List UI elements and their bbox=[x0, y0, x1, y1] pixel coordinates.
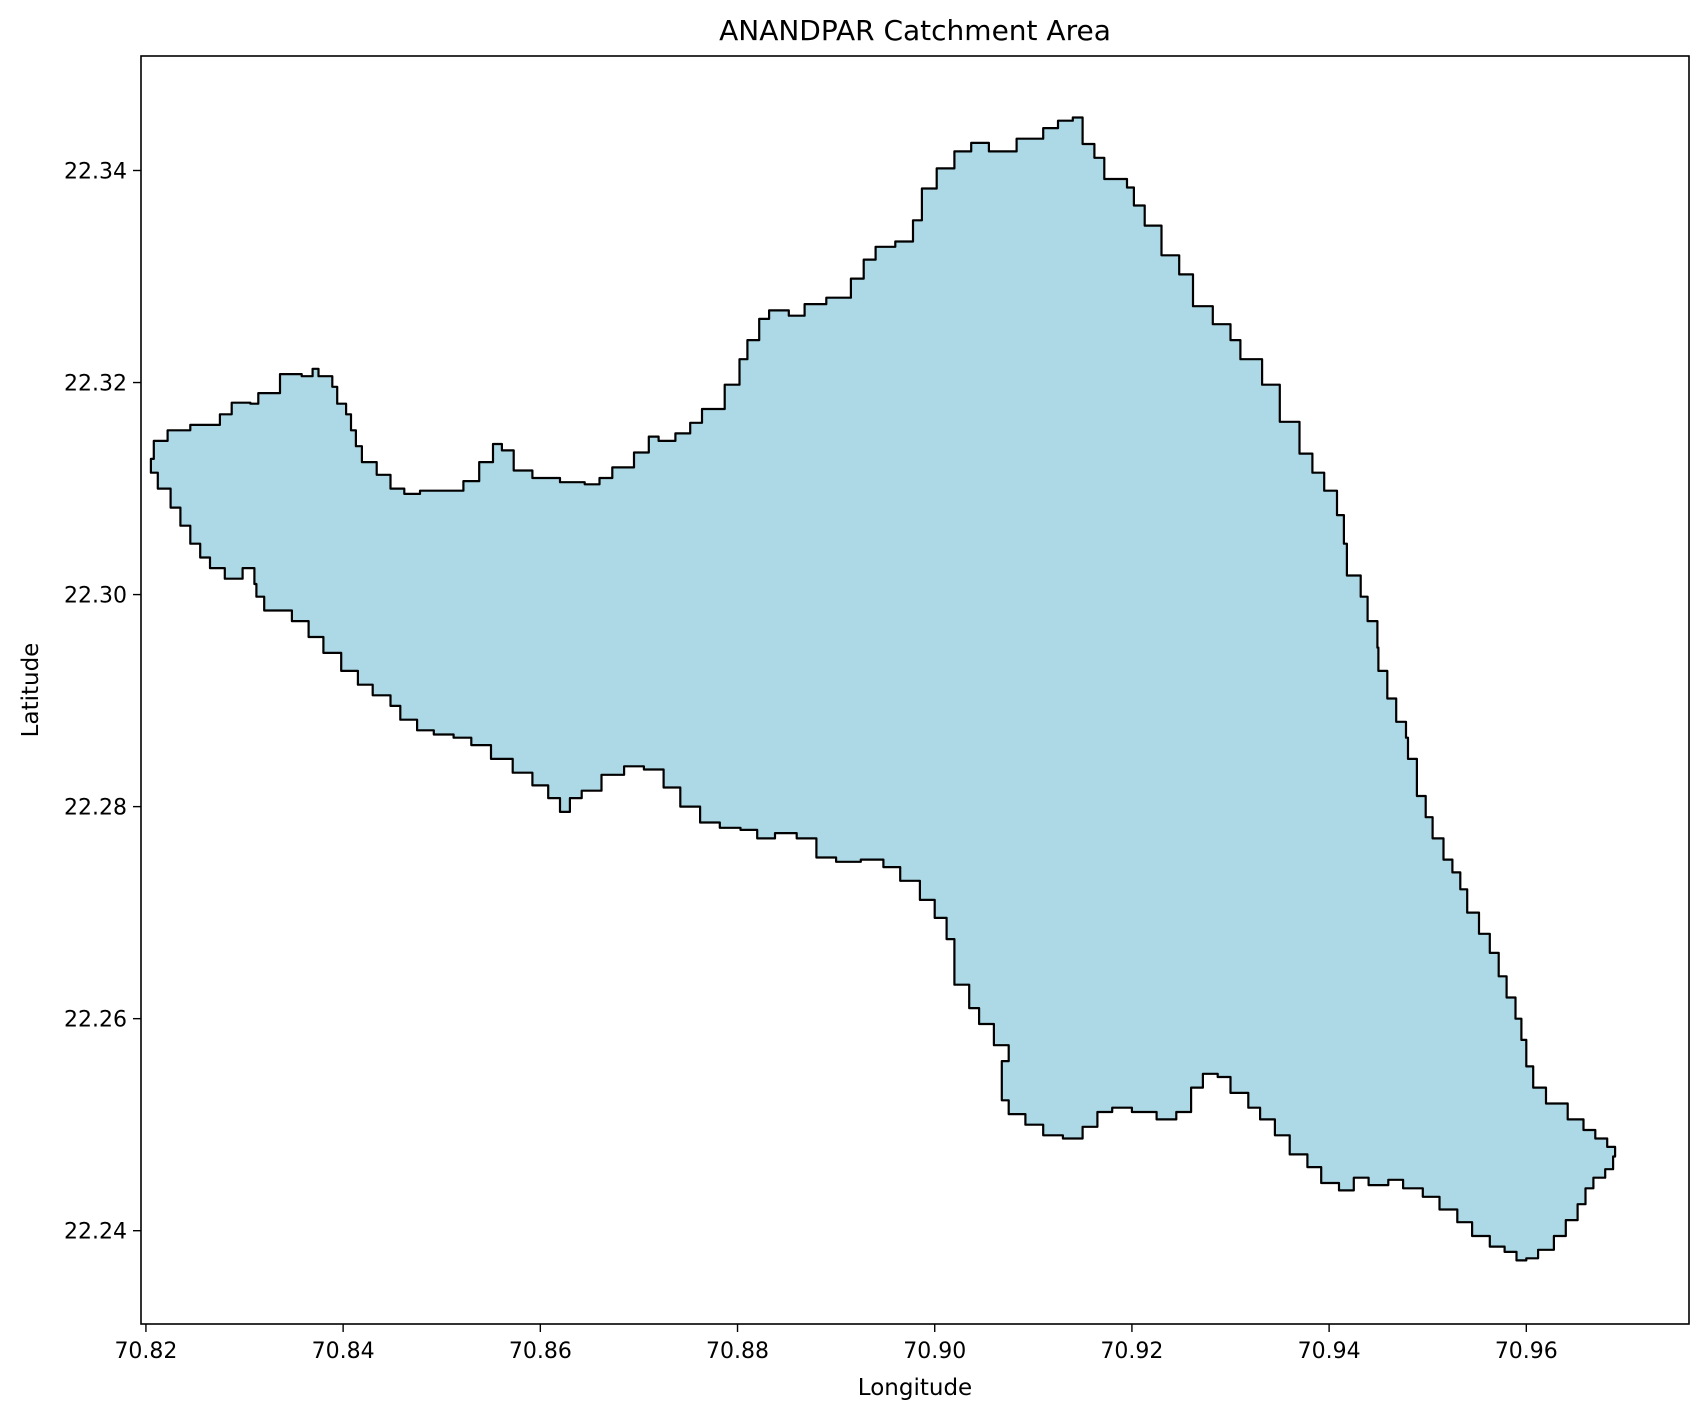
y-axis: 22.24 22.26 22.28 22.30 22.32 22.34 bbox=[64, 160, 141, 1245]
y-tick-label: 22.26 bbox=[64, 1008, 127, 1033]
x-tick-label: 70.96 bbox=[1495, 1339, 1558, 1364]
y-tick-label: 22.34 bbox=[64, 160, 127, 185]
x-axis: 70.82 70.84 70.86 70.88 70.90 70.92 70.94 70.96 bbox=[114, 1324, 1558, 1364]
y-tick-label: 22.32 bbox=[64, 372, 127, 397]
x-tick-label: 70.88 bbox=[706, 1339, 769, 1364]
y-tick-label: 22.28 bbox=[64, 796, 127, 821]
x-tick-label: 70.82 bbox=[114, 1339, 177, 1364]
y-tick-label: 22.24 bbox=[64, 1220, 127, 1245]
catchment-polygon bbox=[149, 116, 1617, 1262]
x-tick-label: 70.92 bbox=[1100, 1339, 1163, 1364]
x-axis-label: Longitude bbox=[858, 1375, 972, 1401]
x-tick-label: 70.84 bbox=[312, 1339, 375, 1364]
axes-frame bbox=[140, 55, 1690, 1325]
chart-title: ANANDPAR Catchment Area bbox=[719, 14, 1111, 47]
x-tick-label: 70.90 bbox=[903, 1339, 966, 1364]
x-tick-label: 70.86 bbox=[509, 1339, 572, 1364]
y-tick-label: 22.30 bbox=[64, 584, 127, 609]
y-axis-label: Latitude bbox=[18, 643, 44, 738]
x-tick-label: 70.94 bbox=[1298, 1339, 1361, 1364]
